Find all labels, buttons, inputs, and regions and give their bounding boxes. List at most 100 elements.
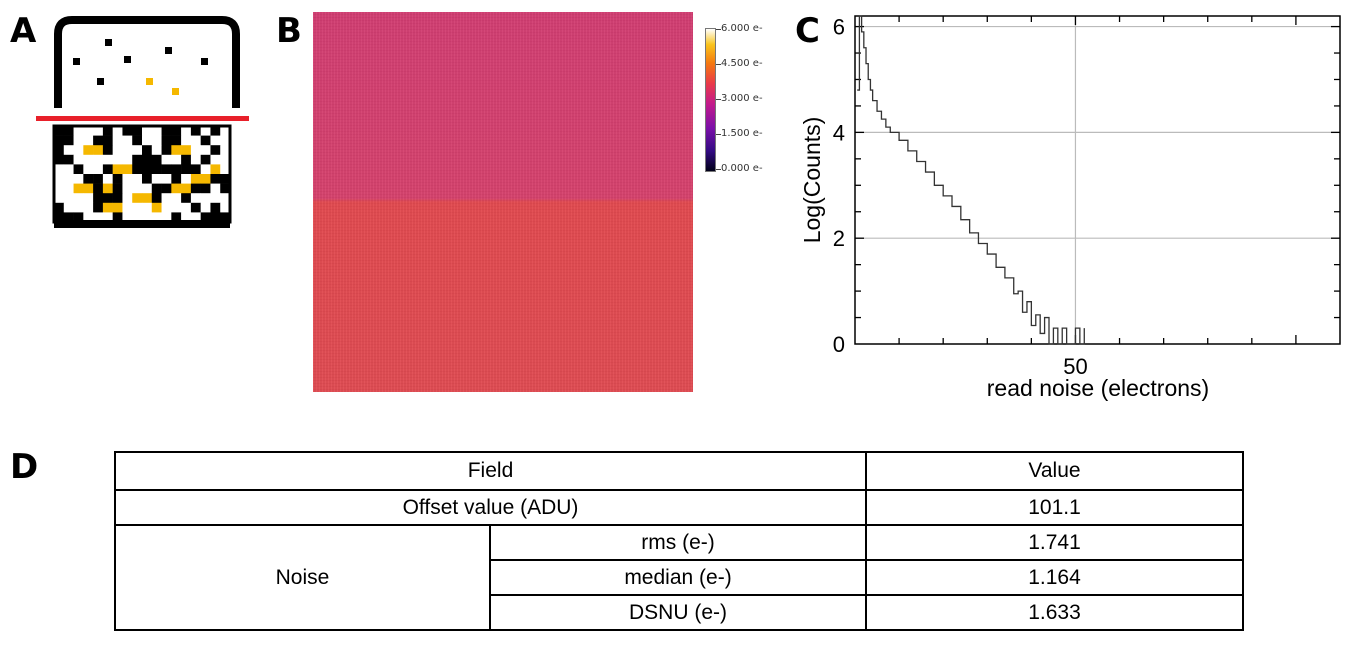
- panel-label-c: C: [795, 11, 820, 51]
- sensor-pixel: [73, 145, 84, 156]
- sensor-pixel: [122, 154, 133, 165]
- sensor-pixel: [210, 212, 221, 223]
- sensor-pixel: [161, 154, 172, 165]
- sensor-pixel: [122, 212, 133, 223]
- sensor-pixel: [63, 174, 74, 184]
- sensor-pixel: [102, 154, 113, 165]
- sensor-pixel: [112, 154, 123, 165]
- sensor-pixel: [122, 183, 133, 194]
- sensor-pixel: [220, 135, 231, 146]
- sensor-pixel: [151, 174, 162, 184]
- colorbar-label: 0.000 e-: [721, 163, 763, 174]
- sensor-pixel: [190, 212, 201, 223]
- sensor-pixel: [112, 164, 123, 175]
- colorbar-label: 6.000 e-: [721, 23, 763, 34]
- sensor-pixel: [83, 174, 94, 184]
- sensor-pixel: [200, 202, 211, 213]
- sensor-pixel: [63, 126, 74, 136]
- sensor-pixel: [220, 154, 231, 165]
- sensor-pixel: [54, 145, 65, 156]
- sensor-pixel: [93, 145, 104, 156]
- sensor-pixel: [181, 164, 192, 175]
- panel-label-a: A: [10, 11, 37, 51]
- sensor-pixel: [132, 164, 143, 175]
- sensor-pixel: [93, 135, 104, 146]
- sensor-pixel: [171, 202, 182, 213]
- sensor-pixel: [102, 202, 113, 213]
- sensor-pixel: [73, 193, 84, 204]
- sensor-pixel: [181, 202, 192, 213]
- sensor-pixel: [112, 145, 123, 156]
- sensor-pixel: [200, 126, 211, 136]
- sensor-pixel: [73, 174, 84, 184]
- sensor-pixel: [54, 164, 65, 175]
- colorbar-tick: [716, 169, 721, 170]
- sensor-pixel: [54, 126, 65, 136]
- sensor-pixel: [181, 126, 192, 136]
- offset-label: Offset value (ADU): [114, 489, 867, 526]
- sensor-pixel: [181, 135, 192, 146]
- sensor-pixel: [142, 183, 153, 194]
- sensor-pixel: [151, 154, 162, 165]
- sensor-pixel: [190, 154, 201, 165]
- sensor-pixel: [83, 202, 94, 213]
- sensor-pixel: [200, 212, 211, 223]
- sensor-pixel: [200, 135, 211, 146]
- sensor-pixel: [151, 145, 162, 156]
- sensor-pixel: [142, 164, 153, 175]
- sensor-pixel: [112, 174, 123, 184]
- sensor-pixel: [93, 174, 104, 184]
- sensor-pixel: [190, 145, 201, 156]
- sensor-pixel: [142, 126, 153, 136]
- noise-label: Noise: [114, 524, 491, 631]
- sensor-pixel: [161, 212, 172, 223]
- sensor-pixel: [142, 154, 153, 165]
- sensor-pixel: [200, 193, 211, 204]
- sensor-pixel: [122, 135, 133, 146]
- sensor-pixel: [93, 193, 104, 204]
- sensor-pixel: [142, 145, 153, 156]
- sensor-pixel: [112, 193, 123, 204]
- sensor-pixel: [63, 145, 74, 156]
- x-tick-label: 50: [1063, 354, 1087, 379]
- sensor-pixel: [200, 145, 211, 156]
- sensor-pixel: [151, 135, 162, 146]
- sensor-pixel: [83, 145, 94, 156]
- sensor-pixel: [63, 202, 74, 213]
- sensor-pixel: [171, 145, 182, 156]
- plot-frame: [854, 15, 1341, 345]
- offset-value: 101.1: [865, 489, 1244, 526]
- dark-frame-image: [313, 12, 693, 392]
- sensor-pixel: [171, 174, 182, 184]
- sensor-pixel: [102, 174, 113, 184]
- sensor-pixel: [63, 183, 74, 194]
- sensor-pixel: [112, 212, 123, 223]
- table-row: DSNU (e-) 1.633: [115, 594, 1244, 631]
- sensor-pixel: [102, 126, 113, 136]
- sensor-pixel: [220, 193, 231, 204]
- sensor-pixel: [93, 183, 104, 194]
- sensor-pixel: [190, 135, 201, 146]
- y-tick-label: 0: [833, 332, 845, 357]
- sensor-pixel: [190, 193, 201, 204]
- sensor-pixel: [171, 154, 182, 165]
- sensor-pixel: [132, 212, 143, 223]
- sensor-pixel: [132, 154, 143, 165]
- colorbar-label: 4.500 e-: [721, 58, 763, 69]
- sensor-pixel: [93, 164, 104, 175]
- sensor-pixel: [112, 183, 123, 194]
- sensor-pixel: [63, 164, 74, 175]
- sensor-pixel: [83, 126, 94, 136]
- sensor-pixel: [102, 183, 113, 194]
- sensor-pixel: [112, 202, 123, 213]
- table-row: median (e-) 1.164: [115, 559, 1244, 596]
- noise-dsnu-label: DSNU (e-): [489, 594, 867, 631]
- sensor-pixel: [171, 126, 182, 136]
- sensor-pixel: [73, 183, 84, 194]
- sensor-pixel: [210, 193, 221, 204]
- colorbar-tick: [716, 134, 721, 135]
- sensor-pixel: [93, 212, 104, 223]
- sensor-pixel: [181, 193, 192, 204]
- sensor-pixel: [63, 193, 74, 204]
- sensor-pixel: [63, 212, 74, 223]
